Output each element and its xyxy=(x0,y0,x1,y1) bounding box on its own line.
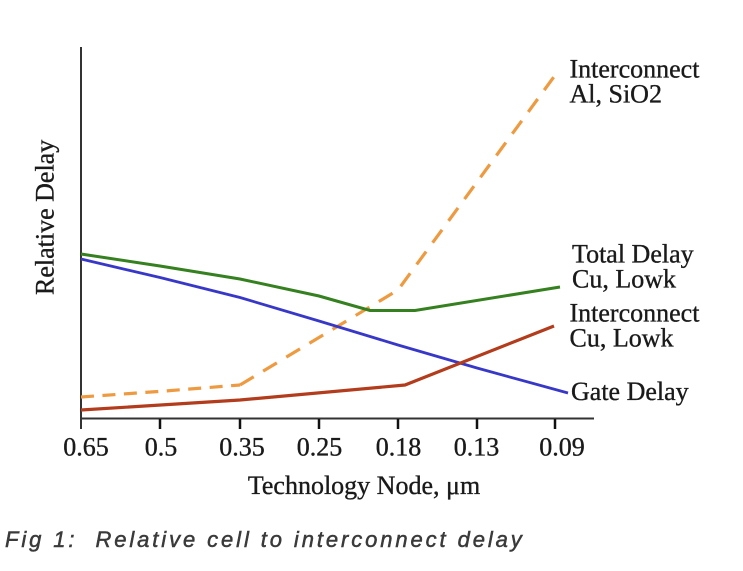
svg-text:Interconnect: Interconnect xyxy=(570,54,701,83)
svg-text:Relative Delay: Relative Delay xyxy=(31,140,60,295)
svg-text:0.13: 0.13 xyxy=(454,433,500,462)
svg-text:Technology Node, μm: Technology Node, μm xyxy=(248,471,480,500)
svg-text:Al, SiO2: Al, SiO2 xyxy=(570,79,662,108)
svg-text:Cu, Lowk: Cu, Lowk xyxy=(572,265,676,294)
svg-text:0.65: 0.65 xyxy=(63,433,109,462)
svg-text:Fig 1: Relative cell to inter: Fig 1: Relative cell to interconnect del… xyxy=(5,527,525,552)
svg-text:Total Delay: Total Delay xyxy=(572,240,694,269)
svg-text:0.5: 0.5 xyxy=(145,433,178,462)
svg-text:0.35: 0.35 xyxy=(219,433,265,462)
svg-text:0.25: 0.25 xyxy=(297,433,343,462)
svg-text:Cu, Lowk: Cu, Lowk xyxy=(570,323,674,352)
svg-text:Interconnect: Interconnect xyxy=(570,298,701,327)
svg-text:0.18: 0.18 xyxy=(376,433,422,462)
svg-text:Gate Delay: Gate Delay xyxy=(571,377,689,406)
svg-text:0.09: 0.09 xyxy=(539,433,585,462)
